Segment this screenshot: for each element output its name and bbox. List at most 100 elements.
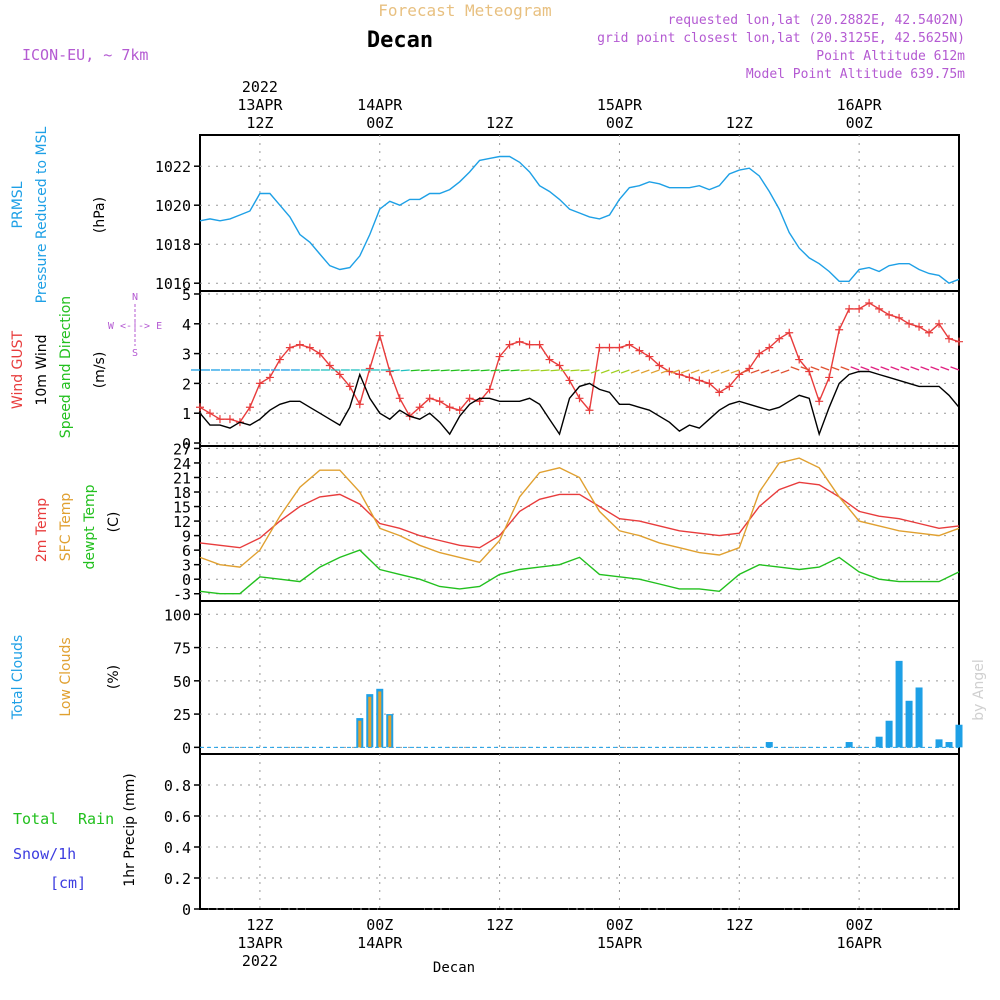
gust-marker: [795, 355, 804, 364]
wind-direction-arrow: [880, 366, 890, 371]
gust-marker: [855, 304, 864, 313]
gust-marker: [785, 328, 794, 337]
wind-direction-arrow: [790, 366, 800, 371]
gust-marker: [445, 403, 454, 412]
gust-marker: [805, 367, 814, 376]
y-tick-label: 12: [173, 513, 191, 531]
wind-direction-arrow: [450, 369, 460, 372]
gust-marker: [555, 361, 564, 370]
gust-marker: [825, 373, 834, 382]
wind-direction-arrow: [550, 369, 560, 372]
bottom-hour-label: 00Z: [606, 916, 633, 934]
wind-direction-arrow: [840, 366, 850, 371]
total-clouds-bar: [765, 742, 773, 748]
gust-marker: [255, 379, 264, 388]
y-tick-label: 0.6: [164, 808, 191, 826]
low-clouds-bar: [388, 715, 392, 748]
gust-marker: [755, 349, 764, 358]
wind-direction-arrow: [950, 366, 960, 371]
wind-direction-arrow: [940, 366, 950, 371]
precip-total-label: Total: [13, 810, 58, 828]
gust-marker: [275, 355, 284, 364]
wind-10m-label: 10m Wind: [34, 334, 50, 405]
bottom-hour-label: 12Z: [246, 916, 273, 934]
y-tick-label: 1020: [155, 197, 191, 215]
requested-coords: requested lon,lat (20.2882E, 42.5402N): [668, 13, 965, 28]
compass-south: S: [132, 348, 138, 359]
low-clouds-bar: [368, 696, 372, 748]
wind-direction-arrow: [850, 366, 860, 371]
top-day-label: 15APR: [597, 96, 643, 114]
wind-direction-arrow: [910, 366, 920, 371]
clouds-frame: [199, 600, 960, 755]
gust-marker: [715, 388, 724, 397]
gust-marker: [735, 370, 744, 379]
wind-direction-arrow: [680, 369, 690, 374]
gust-marker: [935, 319, 944, 328]
gust-marker: [835, 325, 844, 334]
gust-marker: [245, 403, 254, 412]
gust-marker: [505, 340, 514, 349]
gust-marker: [645, 352, 654, 361]
gust-marker: [305, 343, 314, 352]
gust-marker: [815, 397, 824, 406]
gust-marker: [595, 343, 604, 352]
y-tick-label: -3: [173, 586, 191, 604]
temperature-frame: [199, 445, 960, 602]
dewpt-temp-line: [199, 549, 960, 595]
top-day-label: 13APR: [237, 96, 283, 114]
gust-marker: [615, 343, 624, 352]
compass-north: N: [132, 292, 138, 303]
precip-labels: Total Rain Snow/1h [cm] 1hr Precip (mm): [13, 773, 138, 892]
wind-direction-arrow: [520, 369, 530, 372]
gust-marker: [196, 403, 204, 412]
gust-marker: [695, 376, 704, 385]
y-tick-label: 75: [173, 640, 191, 658]
t2m-label: 2m Temp: [34, 498, 50, 562]
y-tick-label: 0: [182, 571, 191, 589]
top-hour-label: 12Z: [486, 114, 513, 132]
gust-marker: [335, 370, 344, 379]
point-altitude: Point Altitude 612m: [816, 49, 965, 64]
low-clouds-bar: [378, 691, 382, 748]
gust-marker: [425, 394, 434, 403]
gust-marker: [675, 370, 684, 379]
gust-marker: [295, 340, 304, 349]
sfc-temp-line: [199, 457, 960, 568]
y-tick-label: 0.8: [164, 777, 191, 795]
y-tick-label: 1018: [155, 236, 191, 254]
gust-marker: [925, 328, 934, 337]
gust-marker: [575, 394, 584, 403]
gridpoint-coords: grid point closest lon,lat (20.3125E, 42…: [597, 31, 965, 46]
wind-direction-arrow: [930, 366, 940, 371]
wind-direction-arrow: [470, 369, 480, 372]
sfc-temp-label: SFC Temp: [58, 493, 74, 562]
gust-marker: [915, 322, 924, 331]
bottom-day-label: 14APR: [357, 934, 403, 952]
y-tick-label: 5: [182, 286, 191, 304]
gust-marker: [435, 397, 444, 406]
wind-direction-arrow: [710, 369, 720, 374]
wind-labels: Wind GUST 10m Wind Speed and Direction (…: [10, 292, 162, 438]
y-tick-label: 9: [182, 528, 191, 546]
pressure-msl-label: Pressure Reduced to MSL: [34, 126, 50, 303]
gust-marker: [865, 298, 874, 307]
precip-unit: 1hr Precip (mm): [122, 773, 138, 886]
gust-marker: [485, 385, 494, 394]
pressure-unit: (hPa): [92, 197, 108, 233]
wind-direction-arrow: [490, 369, 500, 372]
top-hour-label: 00Z: [846, 114, 873, 132]
location-title: Decan: [367, 28, 433, 53]
wind-direction-arrow: [590, 369, 600, 374]
precip-cm-label: [cm]: [50, 874, 86, 892]
y-tick-label: 25: [173, 706, 191, 724]
wind-direction-arrow: [540, 369, 550, 372]
gust-marker: [705, 379, 714, 388]
gust-marker: [455, 406, 464, 415]
gust-marker: [515, 337, 524, 346]
wind-direction-arrow: [440, 369, 450, 372]
wind-direction-arrow: [770, 369, 780, 374]
y-tick-label: 0.2: [164, 870, 191, 888]
bottom-day-label: 16APR: [837, 934, 883, 952]
